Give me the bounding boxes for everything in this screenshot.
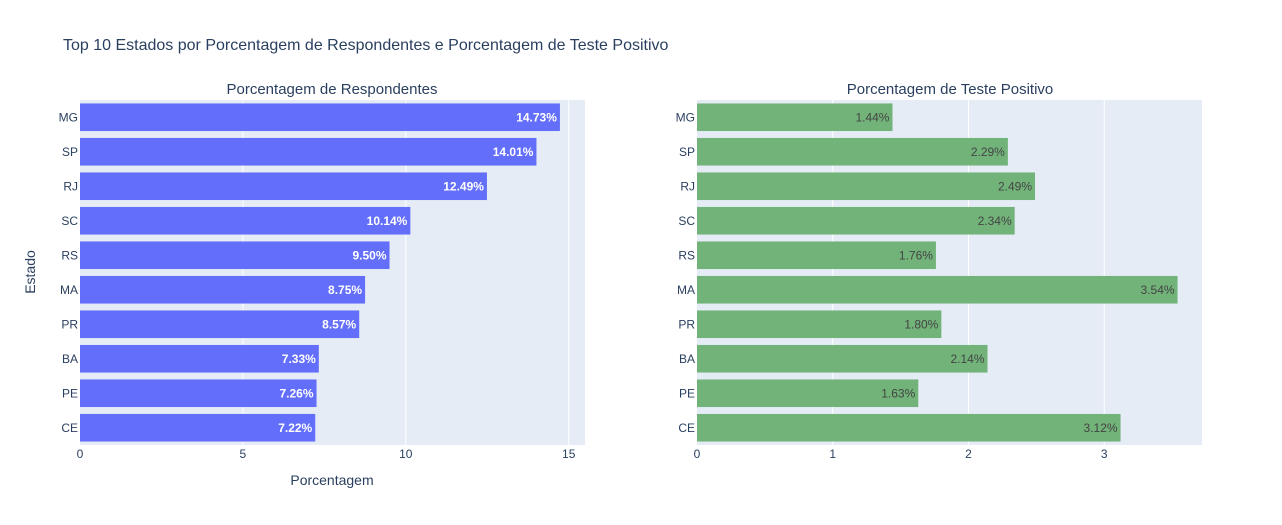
bar-mg[interactable] xyxy=(697,103,893,132)
x-tick-label: 5 xyxy=(240,447,247,461)
bar-pe[interactable] xyxy=(697,379,919,408)
y-tick-label: SP xyxy=(62,145,78,159)
y-axis-label: Estado xyxy=(22,250,38,294)
subplot-title-respondentes: Porcentagem de Respondentes xyxy=(227,81,438,98)
y-tick-label: SP xyxy=(679,145,695,159)
subplot-teste-positivo: Porcentagem de Teste Positivo 0 1 2 3 1.44% M… xyxy=(676,81,1202,461)
bar-sc[interactable] xyxy=(697,206,1015,235)
bar-label-pr: 8.57% xyxy=(322,317,356,331)
bar-label-ba: 7.33% xyxy=(282,352,316,366)
x-tick-label: 1 xyxy=(829,447,836,461)
bar-rj[interactable] xyxy=(697,172,1036,201)
bar-pr[interactable] xyxy=(697,310,942,339)
bar-label-sc: 10.14% xyxy=(367,214,408,228)
bar-ce[interactable] xyxy=(697,413,1121,442)
bar-label-mg: 1.44% xyxy=(855,110,889,124)
x-tick-label: 0 xyxy=(77,447,84,461)
bar-label-rj: 12.49% xyxy=(443,179,484,193)
bar-label-ma: 8.75% xyxy=(328,283,362,297)
bar-sc[interactable] xyxy=(80,206,411,235)
bar-sp[interactable] xyxy=(697,137,1008,166)
bar-label-sp: 2.29% xyxy=(971,145,1005,159)
subplot-respondentes: Porcentagem de Respondentes 0 5 10 15 14.73%… xyxy=(59,81,585,461)
bar-label-sc: 2.34% xyxy=(978,214,1012,228)
y-tick-label: PE xyxy=(679,386,695,400)
y-tick-label: PR xyxy=(61,317,78,331)
bar-pe[interactable] xyxy=(80,379,317,408)
bar-label-rj: 2.49% xyxy=(998,179,1032,193)
x-tick-label: 15 xyxy=(562,447,576,461)
bar-rs[interactable] xyxy=(80,241,390,270)
bar-ma[interactable] xyxy=(697,275,1178,304)
bar-label-sp: 14.01% xyxy=(493,145,534,159)
bar-rj[interactable] xyxy=(80,172,487,201)
x-axis-label-respondentes: Porcentagem xyxy=(290,472,373,488)
y-tick-label: MA xyxy=(60,283,78,297)
x-tick-label: 2 xyxy=(965,447,972,461)
bar-label-rs: 9.50% xyxy=(352,248,386,262)
bar-ba[interactable] xyxy=(697,344,988,373)
y-tick-label: BA xyxy=(679,352,695,366)
x-tick-label: 10 xyxy=(399,447,413,461)
bar-label-rs: 1.76% xyxy=(899,248,933,262)
bar-label-ba: 2.14% xyxy=(950,352,984,366)
y-tick-label: PE xyxy=(62,386,78,400)
x-tick-label: 0 xyxy=(694,447,701,461)
y-tick-label: MA xyxy=(677,283,695,297)
subplot-title-teste-positivo: Porcentagem de Teste Positivo xyxy=(847,81,1054,98)
y-tick-label: SC xyxy=(678,214,695,228)
bar-ba[interactable] xyxy=(80,344,319,373)
bar-label-pr: 1.80% xyxy=(904,317,938,331)
y-tick-label: PR xyxy=(678,317,695,331)
x-tick-label: 3 xyxy=(1101,447,1108,461)
bar-ce[interactable] xyxy=(80,413,316,442)
y-tick-label: MG xyxy=(676,110,695,124)
bar-mg[interactable] xyxy=(80,103,560,132)
bar-sp[interactable] xyxy=(80,137,537,166)
bar-pr[interactable] xyxy=(80,310,360,339)
bar-rs[interactable] xyxy=(697,241,936,270)
bar-ma[interactable] xyxy=(80,275,366,304)
y-tick-label: CE xyxy=(678,421,695,435)
bar-label-ce: 3.12% xyxy=(1084,421,1118,435)
bar-label-pe: 1.63% xyxy=(881,386,915,400)
chart-title: Top 10 Estados por Porcentagem de Respon… xyxy=(63,37,669,54)
bar-label-ce: 7.22% xyxy=(278,421,312,435)
y-tick-label: RS xyxy=(678,248,695,262)
y-tick-label: BA xyxy=(62,352,78,366)
y-tick-label: CE xyxy=(61,421,78,435)
y-tick-label: RJ xyxy=(680,179,695,193)
y-tick-label: RJ xyxy=(63,179,78,193)
bar-label-mg: 14.73% xyxy=(516,110,557,124)
y-tick-label: RS xyxy=(61,248,78,262)
y-tick-label: SC xyxy=(61,214,78,228)
y-tick-label: MG xyxy=(59,110,78,124)
bar-label-pe: 7.26% xyxy=(280,386,314,400)
bar-label-ma: 3.54% xyxy=(1141,283,1175,297)
